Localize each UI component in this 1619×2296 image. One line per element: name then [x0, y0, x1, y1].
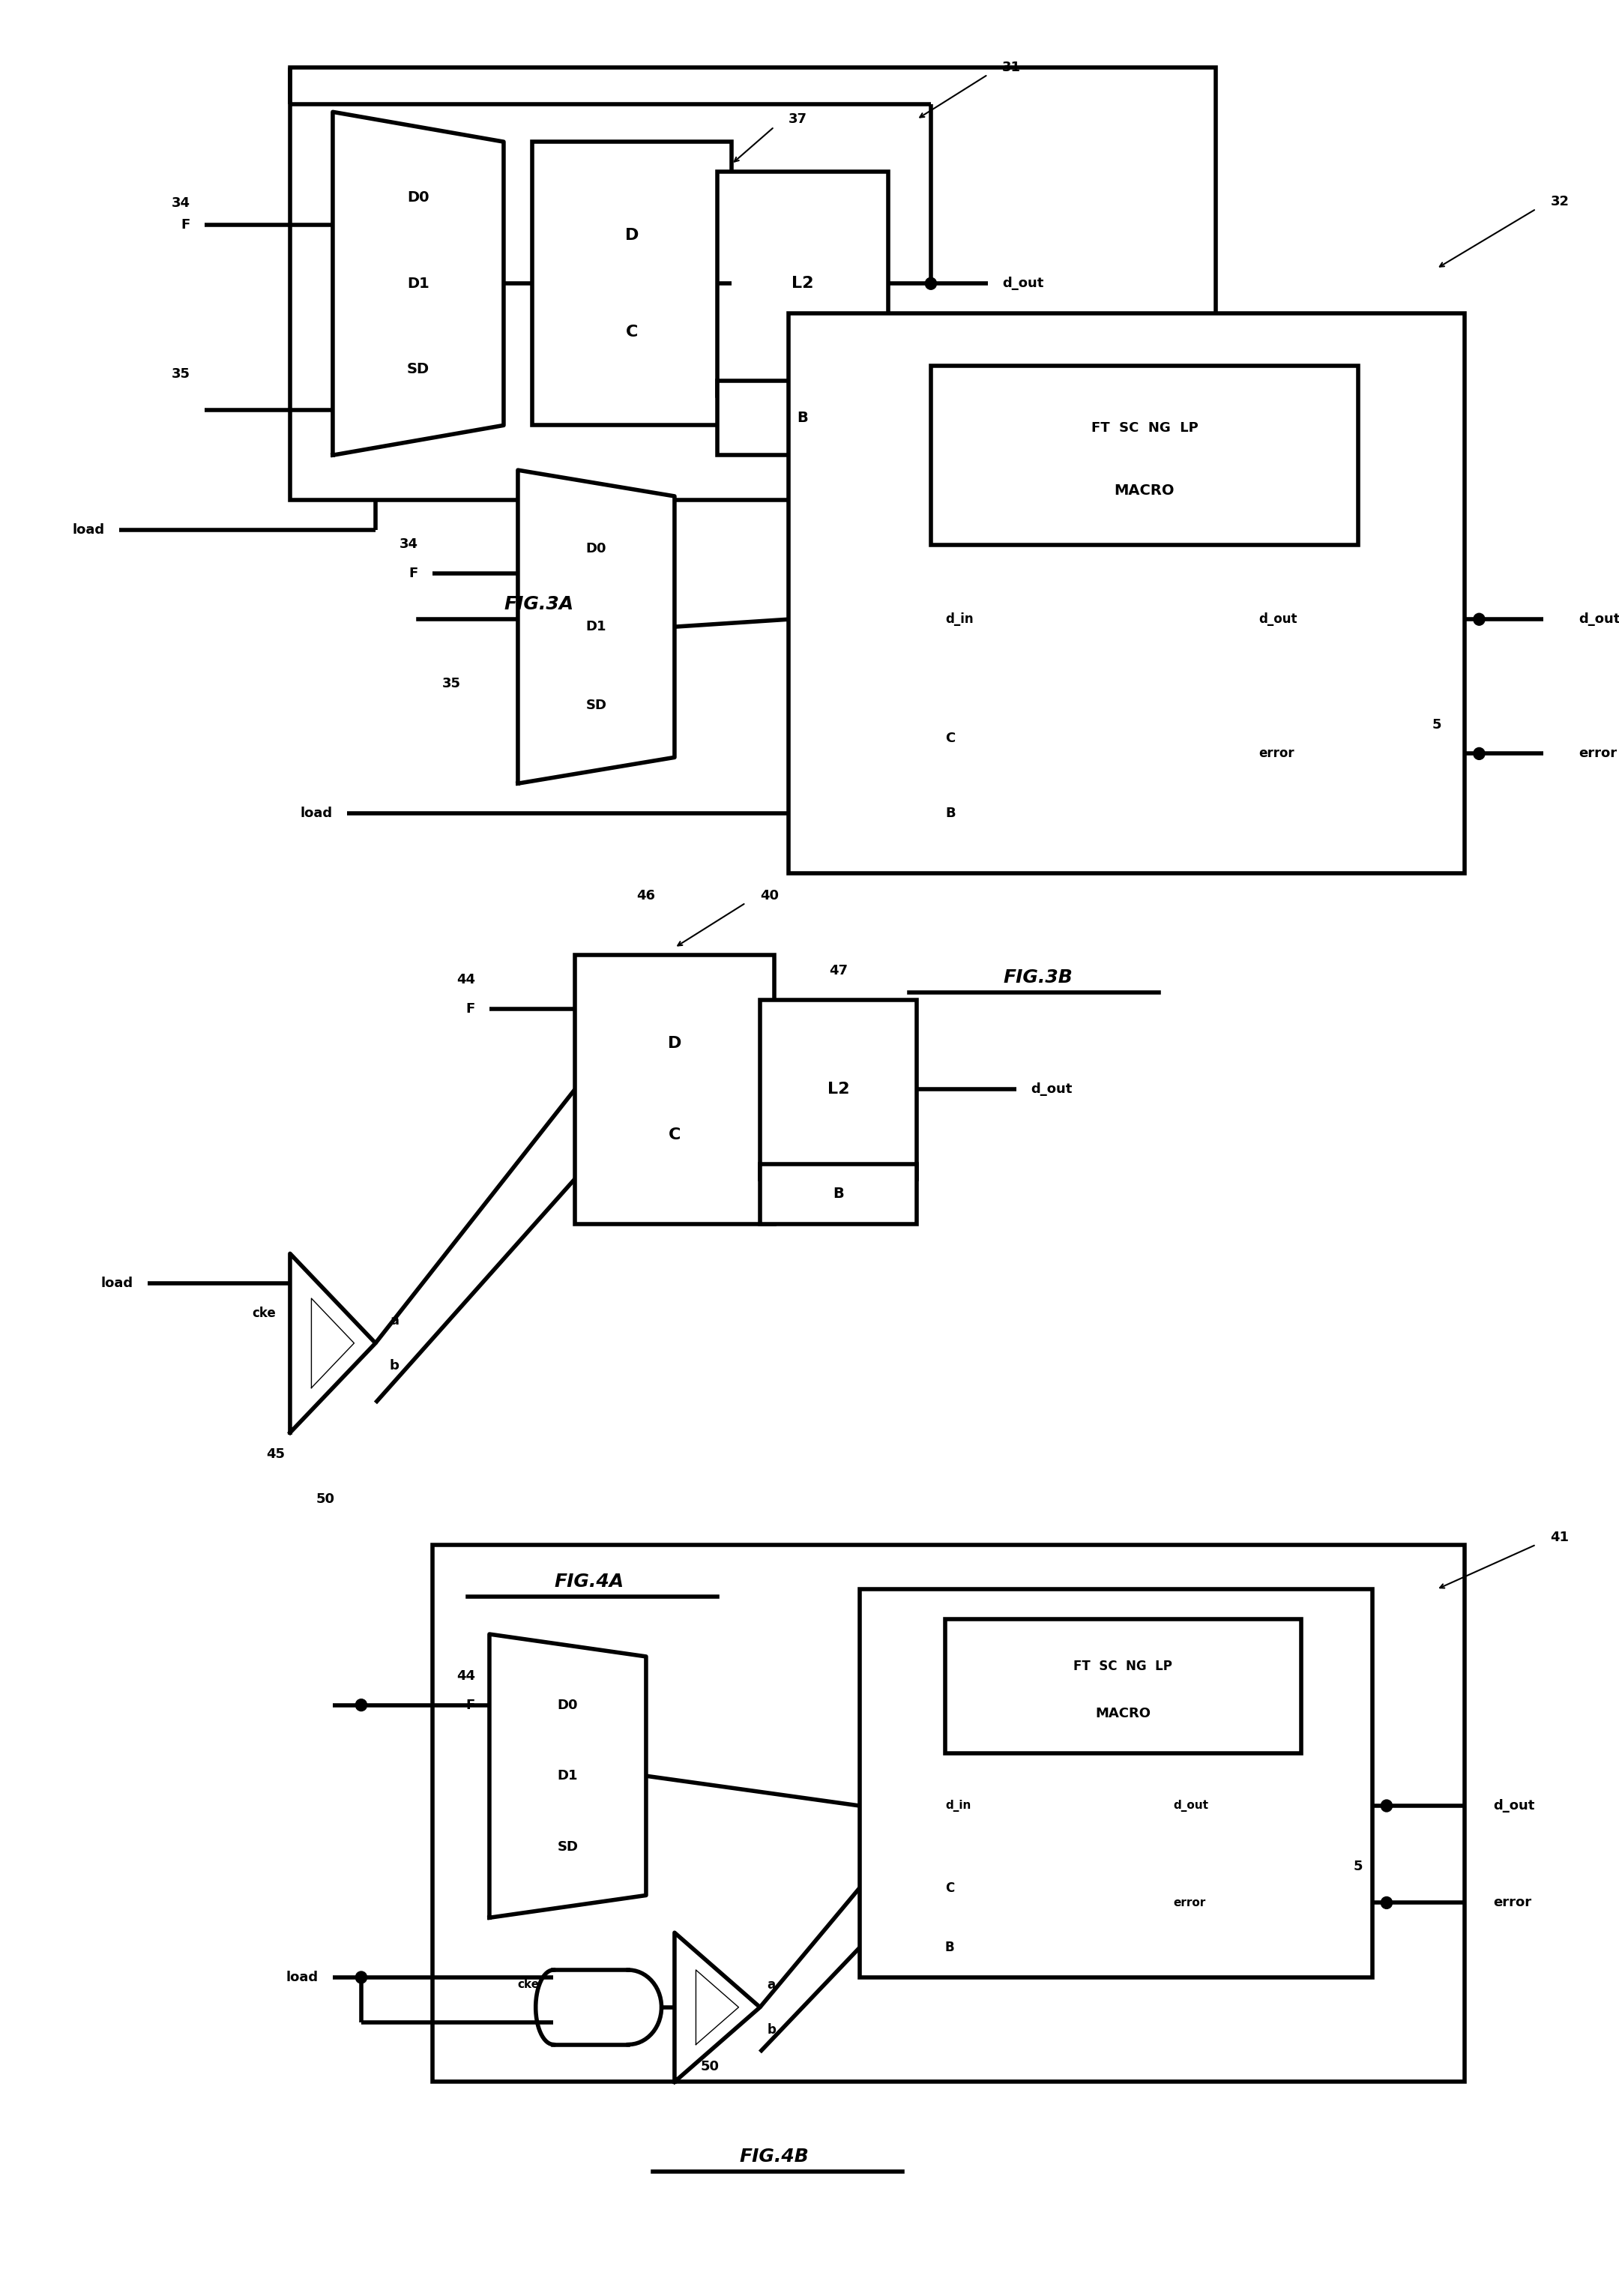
Text: C: C — [945, 1880, 954, 1894]
Text: FIG.3A: FIG.3A — [505, 595, 575, 613]
Circle shape — [1381, 1896, 1392, 1908]
Bar — [432, 1545, 1465, 2082]
Text: D1: D1 — [406, 276, 429, 292]
Text: B: B — [945, 1940, 955, 1954]
Text: D1: D1 — [586, 620, 607, 634]
Text: MACRO: MACRO — [1096, 1706, 1151, 1720]
Text: 34: 34 — [172, 197, 191, 211]
Text: B: B — [945, 806, 955, 820]
Text: FIG.3B: FIG.3B — [1002, 969, 1072, 987]
Text: D1: D1 — [557, 1770, 578, 1782]
Polygon shape — [334, 113, 504, 455]
Text: 50: 50 — [316, 1492, 335, 1506]
Circle shape — [1473, 613, 1485, 625]
Circle shape — [924, 278, 936, 289]
Text: F: F — [181, 218, 191, 232]
Text: d_out: d_out — [1031, 1084, 1072, 1095]
Text: 37: 37 — [788, 113, 808, 126]
Text: error: error — [1174, 1896, 1206, 1908]
Text: B: B — [797, 411, 808, 425]
Text: d_out: d_out — [1579, 613, 1619, 627]
Polygon shape — [628, 1970, 662, 2043]
Text: SD: SD — [406, 363, 429, 377]
Text: d_in: d_in — [945, 613, 973, 627]
Text: error: error — [1258, 746, 1294, 760]
Text: a: a — [390, 1313, 398, 1327]
Bar — [759, 999, 916, 1178]
Polygon shape — [489, 1635, 646, 1917]
Circle shape — [1473, 748, 1485, 760]
Text: cke: cke — [253, 1306, 275, 1320]
Text: 35: 35 — [172, 367, 191, 381]
Bar — [931, 365, 1358, 544]
Text: 40: 40 — [759, 889, 779, 902]
Text: 44: 44 — [457, 1669, 474, 1683]
Text: L2: L2 — [827, 1081, 850, 1097]
Text: SD: SD — [557, 1839, 578, 1853]
Text: 47: 47 — [829, 964, 848, 978]
Bar — [717, 172, 889, 395]
Text: load: load — [301, 806, 334, 820]
Text: 44: 44 — [457, 974, 474, 987]
Text: d_in: d_in — [945, 1800, 971, 1812]
Text: d_out: d_out — [1002, 278, 1044, 289]
Text: FIG.4A: FIG.4A — [554, 1573, 623, 1591]
Text: SD: SD — [586, 698, 607, 712]
Text: d_out: d_out — [1174, 1800, 1208, 1812]
Text: D0: D0 — [586, 542, 607, 556]
Bar — [945, 1619, 1302, 1754]
Bar — [860, 1589, 1373, 1977]
Text: a: a — [767, 1979, 776, 1991]
Text: C: C — [625, 324, 638, 340]
Text: load: load — [100, 1277, 133, 1290]
Text: cke: cke — [518, 1979, 539, 1991]
Text: 5: 5 — [1353, 1860, 1363, 1874]
Text: FT  SC  NG  LP: FT SC NG LP — [1091, 422, 1198, 434]
Text: D: D — [625, 227, 640, 243]
Circle shape — [356, 1972, 368, 1984]
Text: L2: L2 — [792, 276, 814, 292]
Text: F: F — [466, 1001, 474, 1015]
Text: b: b — [390, 1359, 400, 1373]
Bar — [788, 312, 1465, 872]
Text: FIG.4B: FIG.4B — [740, 2147, 810, 2165]
Text: load: load — [73, 523, 105, 537]
Text: 46: 46 — [636, 889, 656, 902]
Text: 31: 31 — [1002, 60, 1022, 73]
Text: load: load — [287, 1970, 319, 1984]
Bar — [290, 67, 1216, 501]
Bar — [717, 381, 889, 455]
Text: error: error — [1493, 1896, 1532, 1910]
Text: 5: 5 — [1431, 719, 1441, 730]
Polygon shape — [675, 1933, 759, 2082]
Bar — [759, 1164, 916, 1224]
Text: C: C — [945, 732, 955, 746]
Text: d_out: d_out — [1258, 613, 1297, 627]
Text: D0: D0 — [406, 191, 429, 204]
Text: MACRO: MACRO — [1114, 484, 1175, 498]
Text: B: B — [832, 1187, 843, 1201]
Text: D: D — [667, 1035, 682, 1052]
Bar — [575, 955, 774, 1224]
Text: FT  SC  NG  LP: FT SC NG LP — [1073, 1660, 1172, 1674]
Polygon shape — [290, 1254, 376, 1433]
Text: F: F — [410, 567, 418, 581]
Text: 41: 41 — [1551, 1531, 1569, 1543]
Text: 35: 35 — [442, 677, 461, 691]
Circle shape — [356, 1699, 368, 1711]
Polygon shape — [518, 471, 675, 783]
Text: D0: D0 — [557, 1699, 578, 1713]
Circle shape — [1381, 1800, 1392, 1812]
Text: 45: 45 — [267, 1446, 285, 1460]
Text: error: error — [1579, 746, 1617, 760]
Text: b: b — [767, 2023, 776, 2037]
Text: 34: 34 — [400, 537, 418, 551]
Text: d_out: d_out — [1493, 1800, 1535, 1812]
Text: C: C — [669, 1127, 680, 1143]
Text: 50: 50 — [701, 2060, 719, 2073]
Text: 32: 32 — [1551, 195, 1569, 209]
Text: F: F — [466, 1699, 474, 1713]
Bar — [533, 142, 732, 425]
